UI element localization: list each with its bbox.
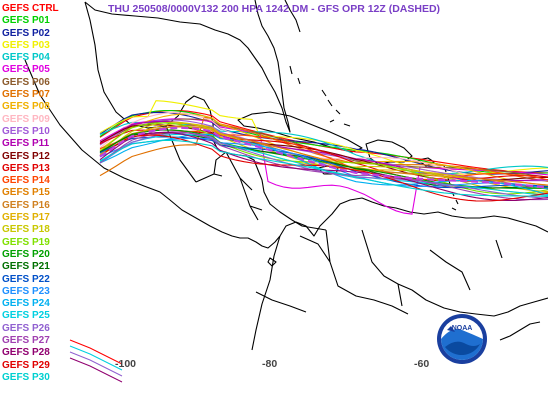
coastline-south-america xyxy=(279,197,548,237)
ensemble-track xyxy=(99,111,548,175)
legend: GEFS CTRL GEFS P01 GEFS P02 GEFS P03 GEFS P0… xyxy=(2,3,59,384)
coastline-south-america-west xyxy=(251,235,281,351)
ensemble-track xyxy=(99,130,548,181)
ensemble-track xyxy=(99,113,548,186)
legend-item: GEFS P17 xyxy=(2,212,50,224)
legend-item: GEFS P01 xyxy=(2,15,50,27)
border-south-america xyxy=(255,229,548,317)
ensemble-track xyxy=(99,112,548,187)
ensemble-track xyxy=(99,139,548,197)
corner-track xyxy=(69,345,123,371)
coastline-puerto-rico xyxy=(417,157,435,167)
legend-item: GEFS P04 xyxy=(2,52,50,64)
noaa-logo-text: NOAA xyxy=(452,325,473,332)
legend-item: GEFS P27 xyxy=(2,335,50,347)
gfs-opr-dashed-track xyxy=(99,126,548,189)
legend-item: GEFS P29 xyxy=(2,359,50,371)
ensemble-track xyxy=(99,119,548,182)
corner-track xyxy=(69,357,123,383)
coastline-us-east xyxy=(284,0,301,33)
legend-item: GEFS CTRL xyxy=(2,3,59,14)
legend-item: GEFS P28 xyxy=(2,347,50,359)
noaa-logo: NOAA xyxy=(437,314,487,364)
legend-item: GEFS P26 xyxy=(2,322,50,334)
legend-item: GEFS P02 xyxy=(2,27,50,39)
opr-track xyxy=(99,126,548,189)
legend-item: GEFS P13 xyxy=(2,162,50,174)
legend-item: GEFS P25 xyxy=(2,310,50,322)
legend-item: GEFS P07 xyxy=(2,89,50,101)
legend-item: GEFS P30 xyxy=(2,371,50,383)
coastline-africa-edge xyxy=(499,321,541,341)
ensemble-tracks xyxy=(99,100,548,215)
ensemble-track xyxy=(99,125,548,189)
legend-item: GEFS P12 xyxy=(2,150,50,162)
legend-item: GEFS P06 xyxy=(2,76,50,88)
legend-item: GEFS P03 xyxy=(2,39,50,51)
legend-item: GEFS P22 xyxy=(2,273,50,285)
legend-item: GEFS P18 xyxy=(2,224,50,236)
legend-item: GEFS P08 xyxy=(2,101,50,113)
legend-item: GEFS P11 xyxy=(2,138,50,150)
chart-title: THU 250508/0000V132 200 HPA 1242 DM - GF… xyxy=(108,3,441,15)
legend-item: GEFS P16 xyxy=(2,199,50,211)
ensemble-track xyxy=(99,131,548,201)
lon-label-100w: -100 xyxy=(115,358,137,370)
corner-tracks xyxy=(69,339,123,383)
lon-label-60w: -60 xyxy=(414,358,430,370)
legend-item: GEFS P21 xyxy=(2,261,50,273)
legend-item: GEFS P19 xyxy=(2,236,50,248)
legend-item: GEFS P20 xyxy=(2,248,50,260)
legend-item: GEFS P14 xyxy=(2,175,50,187)
ensemble-track xyxy=(99,100,548,175)
ensemble-track xyxy=(99,118,548,215)
legend-item: GEFS P10 xyxy=(2,125,50,137)
border-central-america xyxy=(165,125,263,221)
legend-item: GEFS P15 xyxy=(2,187,50,199)
legend-item: GEFS P05 xyxy=(2,64,50,76)
legend-item: GEFS P09 xyxy=(2,113,50,125)
coastline-mexico-pacific xyxy=(24,59,281,249)
corner-track xyxy=(69,339,123,365)
legend-item: GEFS P24 xyxy=(2,298,50,310)
lon-label-80w: -80 xyxy=(262,358,278,370)
legend-item: GEFS P23 xyxy=(2,285,50,297)
corner-track xyxy=(69,351,123,377)
coastline-us-gulf xyxy=(84,0,291,133)
